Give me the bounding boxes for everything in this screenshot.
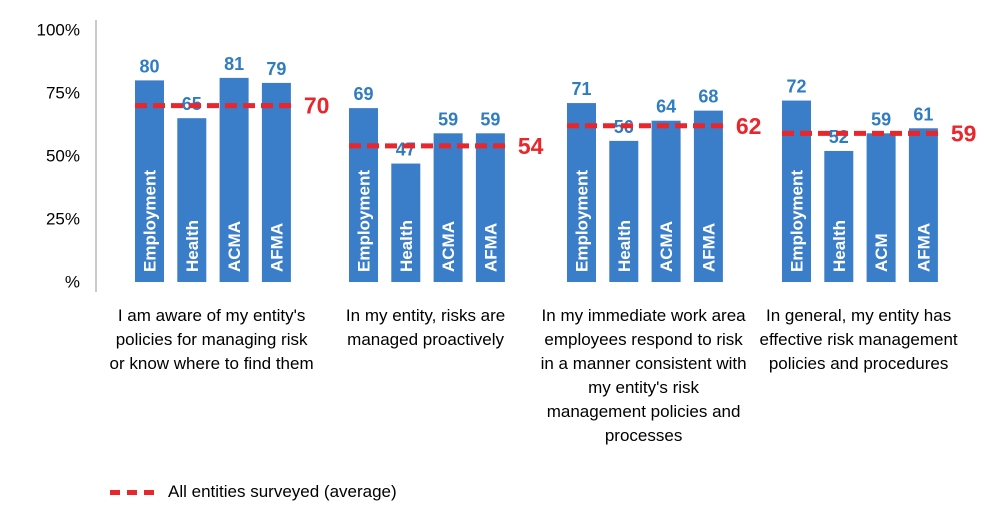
data-label: 79 — [266, 59, 286, 79]
bar-label: ACMA — [439, 221, 458, 272]
category-label: I am aware of my entity's policies for m… — [109, 306, 314, 373]
data-label: 72 — [786, 77, 806, 97]
bar — [177, 118, 207, 282]
data-label: 81 — [224, 54, 244, 74]
bar-label: ACMA — [657, 221, 676, 272]
bar — [609, 140, 639, 282]
bar — [908, 128, 938, 282]
bar — [824, 150, 854, 282]
bar-group: 72 Employment 52 Health 59 ACM 61 AFMA 59 — [782, 77, 976, 282]
data-label: 59 — [438, 109, 458, 129]
bar-label: Employment — [141, 170, 160, 272]
bar — [693, 110, 723, 282]
bar-label: Employment — [573, 170, 592, 272]
category-label: In general, my entity has effective risk… — [759, 306, 958, 373]
bar-label: Employment — [355, 170, 374, 272]
bar-group: 69 Employment 47 Health 59 ACMA 59 AFMA 54 — [349, 84, 544, 283]
bar-group: 71Employment56Health64ACMA68AFMA62 — [567, 79, 761, 282]
bar — [219, 77, 249, 282]
bar-label: Health — [183, 220, 202, 272]
y-tick-label: 50% — [46, 147, 80, 166]
bar-group: 80Employment65Health81ACMA79AFMA70 — [135, 54, 330, 283]
bar-label: AFMA — [481, 223, 500, 272]
data-label: 52 — [829, 127, 849, 147]
data-label: 59 — [480, 109, 500, 129]
data-label: 64 — [656, 97, 676, 117]
bar — [782, 100, 811, 282]
bar-label: ACMA — [225, 221, 244, 272]
data-label: 71 — [571, 79, 591, 99]
bar-label: AFMA — [699, 223, 718, 272]
bar-label: Health — [830, 220, 849, 272]
y-axis: 100% 75% 50% 25%% — [37, 20, 97, 292]
average-label: 62 — [736, 113, 762, 139]
category-label: In my immediate work area employees resp… — [540, 306, 747, 445]
average-label: 70 — [304, 93, 330, 119]
bar — [866, 133, 896, 282]
y-tick-label: 100% — [37, 21, 80, 40]
bar — [391, 163, 421, 282]
average-label: 54 — [518, 133, 544, 159]
category-label: In my entity, risks are managed proactiv… — [345, 306, 506, 349]
data-label: 68 — [698, 87, 718, 107]
bar — [261, 82, 291, 282]
data-label: 59 — [871, 109, 891, 129]
bar-label: AFMA — [267, 223, 286, 272]
bar-label: AFMA — [914, 223, 933, 272]
bar — [349, 108, 378, 283]
legend: All entities surveyed (average) — [110, 480, 397, 504]
average-label: 59 — [951, 120, 977, 146]
bar — [135, 80, 164, 283]
data-label: 69 — [353, 84, 373, 104]
data-label: 80 — [139, 56, 159, 76]
data-label: 61 — [913, 104, 933, 124]
y-tick-label: 25% — [46, 210, 80, 229]
bar-label: Employment — [788, 170, 807, 272]
data-label: 47 — [396, 140, 416, 160]
y-tick-label: 75% — [46, 84, 80, 103]
bar-label: ACM — [872, 233, 891, 272]
bar-groups: 80Employment65Health81ACMA79AFMA7069Empl… — [135, 54, 976, 283]
bar-label: Health — [615, 220, 634, 272]
bar-label: Health — [397, 220, 416, 272]
legend-swatch-average-line — [110, 489, 154, 495]
legend-label: All entities surveyed (average) — [168, 482, 397, 501]
bar — [651, 120, 681, 282]
bar — [567, 103, 596, 282]
bar — [433, 133, 463, 282]
y-tick-label: % — [65, 273, 80, 292]
bar — [475, 133, 505, 282]
